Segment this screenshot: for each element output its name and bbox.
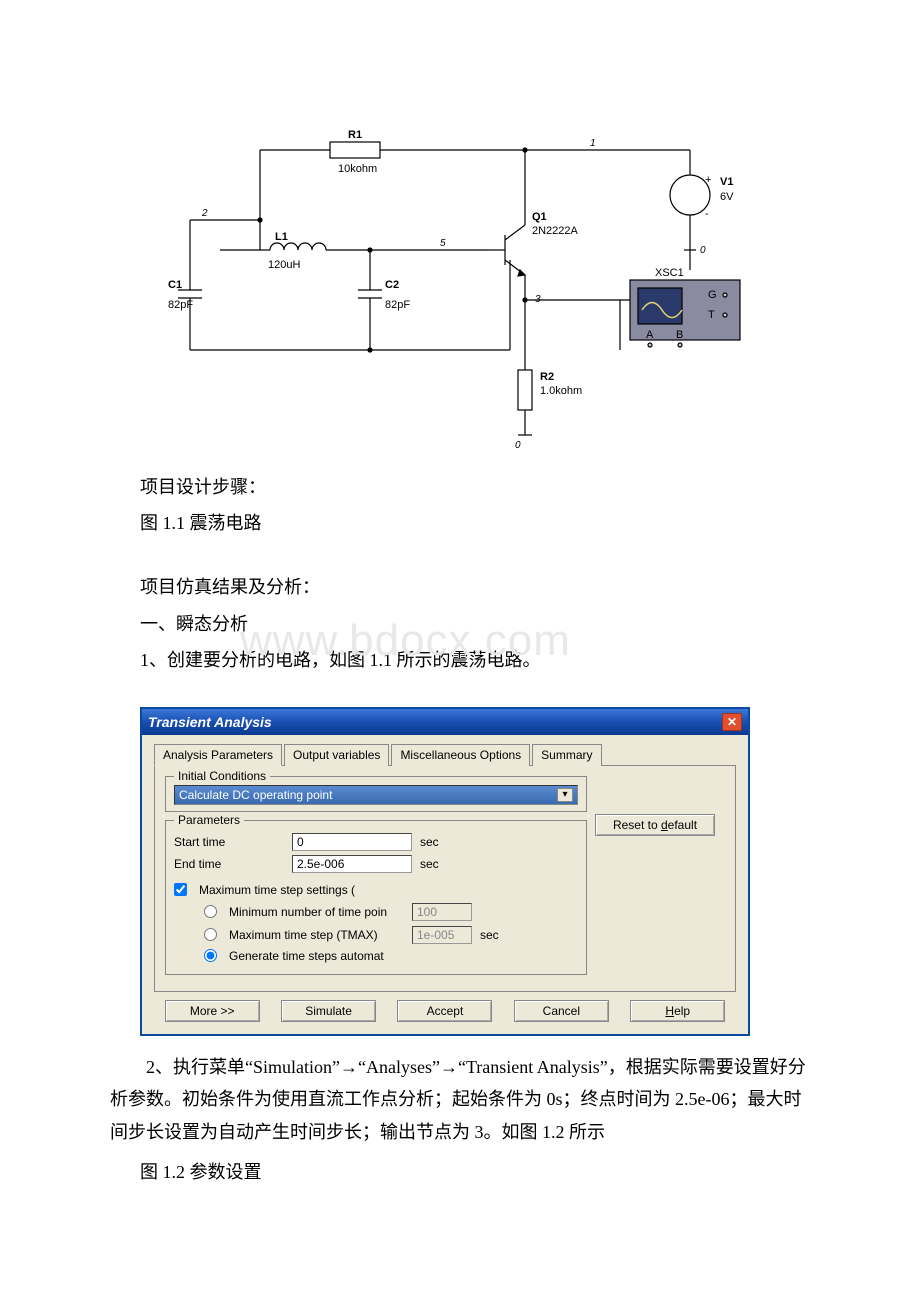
- node-1: 1: [590, 138, 596, 149]
- accept-button[interactable]: Accept: [397, 1000, 492, 1022]
- l1-label: L1: [275, 231, 288, 243]
- dialog-titlebar[interactable]: Transient Analysis ✕: [142, 709, 748, 735]
- r1-label: R1: [348, 129, 362, 141]
- min-points-label: Minimum number of time poin: [229, 905, 404, 919]
- simulate-button[interactable]: Simulate: [281, 1000, 376, 1022]
- c1-value: 82pF: [168, 299, 193, 311]
- parameters-legend: Parameters: [174, 813, 244, 827]
- dialog-title: Transient Analysis: [148, 714, 272, 730]
- scope-a: A: [646, 329, 654, 341]
- svg-text:-: -: [705, 208, 709, 220]
- scope-label: XSC1: [655, 267, 684, 279]
- tmax-input: [412, 926, 472, 944]
- q1-value: 2N2222A: [532, 225, 579, 237]
- initial-conditions-value: Calculate DC operating point: [179, 788, 332, 802]
- start-time-input[interactable]: [292, 833, 412, 851]
- end-time-label: End time: [174, 857, 284, 871]
- chevron-down-icon[interactable]: ▾: [557, 788, 573, 802]
- close-icon[interactable]: ✕: [722, 713, 742, 731]
- tab-output-variables[interactable]: Output variables: [284, 744, 389, 766]
- scope-g: G: [708, 289, 717, 301]
- scope-b: B: [676, 329, 683, 341]
- max-step-label: Maximum time step settings (: [199, 883, 355, 897]
- initial-conditions-combo[interactable]: Calculate DC operating point ▾: [174, 785, 578, 805]
- node-0a: 0: [515, 440, 521, 450]
- results-title: 项目仿真结果及分析：: [140, 570, 840, 604]
- node-0b: 0: [700, 245, 706, 256]
- help-button[interactable]: Help: [630, 1000, 725, 1022]
- tmax-radio[interactable]: [204, 928, 217, 941]
- min-points-input: [412, 903, 472, 921]
- node-2: 2: [201, 208, 208, 219]
- auto-step-radio[interactable]: [204, 949, 217, 962]
- start-time-unit: sec: [420, 835, 450, 849]
- end-time-input[interactable]: [292, 855, 412, 873]
- node-3: 3: [535, 294, 541, 305]
- section-1-heading: 一、瞬态分析: [140, 607, 840, 641]
- reset-default-button[interactable]: Reset to default: [595, 814, 715, 836]
- l1-value: 120uH: [268, 259, 300, 271]
- step-2-text: 2、执行菜单“Simulation”→“Analyses”→“Transient…: [110, 1051, 810, 1148]
- c2-value: 82pF: [385, 299, 410, 311]
- fig2-caption: 图 1.2 参数设置: [140, 1158, 840, 1184]
- v1-value: 6V: [720, 191, 734, 203]
- svg-text:+: +: [705, 174, 711, 186]
- transient-analysis-dialog: Transient Analysis ✕ Analysis Parameters…: [140, 707, 750, 1036]
- c1-label: C1: [168, 279, 182, 291]
- v1-label: V1: [720, 176, 733, 188]
- tab-analysis-parameters[interactable]: Analysis Parameters: [154, 744, 282, 766]
- initial-conditions-fieldset: Initial Conditions Calculate DC operatin…: [165, 776, 587, 812]
- min-points-radio[interactable]: [204, 905, 217, 918]
- circuit-diagram: + -: [160, 90, 810, 450]
- tab-misc-options[interactable]: Miscellaneous Options: [391, 744, 530, 766]
- start-time-label: Start time: [174, 835, 284, 849]
- dialog-tabs: Analysis Parameters Output variables Mis…: [154, 743, 736, 765]
- step-1-text: 1、创建要分析的电路，如图 1.1 所示的震荡电路。: [140, 643, 840, 677]
- r2-label: R2: [540, 371, 554, 383]
- fig1-caption: 图 1.1 震荡电路: [140, 506, 840, 540]
- max-step-checkbox[interactable]: [174, 883, 187, 896]
- more-button[interactable]: More >>: [165, 1000, 260, 1022]
- r2-value: 1.0kohm: [540, 385, 582, 397]
- tab-summary[interactable]: Summary: [532, 744, 601, 766]
- cancel-button[interactable]: Cancel: [514, 1000, 609, 1022]
- q1-label: Q1: [532, 211, 547, 223]
- auto-step-label: Generate time steps automat: [229, 949, 384, 963]
- c2-label: C2: [385, 279, 399, 291]
- end-time-unit: sec: [420, 857, 450, 871]
- parameters-fieldset: Parameters Start time sec End time sec M…: [165, 820, 587, 975]
- r1-value: 10kohm: [338, 163, 377, 175]
- scope-t: T: [708, 309, 715, 321]
- node-5: 5: [440, 238, 446, 249]
- tmax-unit: sec: [480, 928, 510, 942]
- initial-conditions-legend: Initial Conditions: [174, 769, 270, 783]
- steps-title: 项目设计步骤：: [140, 470, 840, 504]
- tmax-label: Maximum time step (TMAX): [229, 928, 404, 942]
